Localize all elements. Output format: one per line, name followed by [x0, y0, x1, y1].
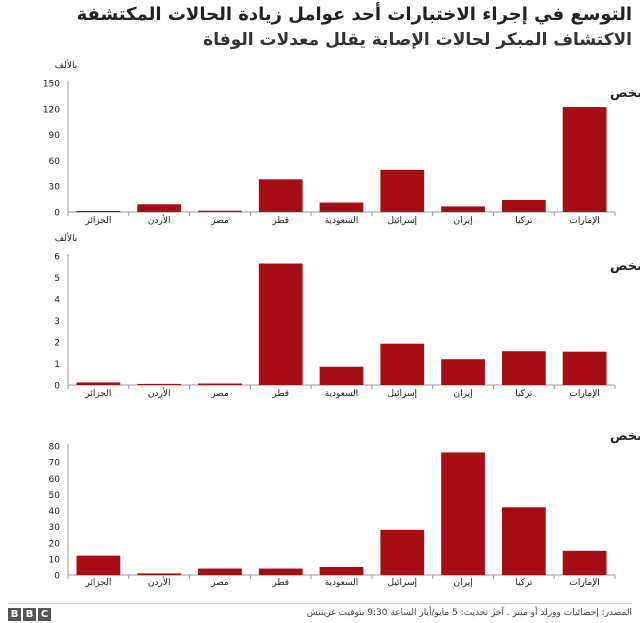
bar: [76, 382, 121, 385]
y-tick-label: 4: [54, 296, 60, 306]
category-label: الإمارات: [569, 578, 600, 588]
y-tick-label: 60: [49, 157, 61, 167]
category-label: إسرائيل: [388, 389, 418, 399]
category-label: الجزائر: [84, 389, 111, 399]
category-label: السعودية: [325, 578, 359, 588]
category-label: إيران: [454, 578, 473, 588]
bar: [137, 204, 182, 212]
y-tick-label: 6: [54, 253, 60, 263]
bar: [258, 263, 303, 385]
bar: [501, 199, 546, 212]
bar: [441, 206, 485, 212]
y-tick-label: 0: [54, 382, 60, 392]
source-note: المصدر: إحصائيات وورلد أو ميتر . آخر تحد…: [306, 608, 632, 618]
bar: [76, 555, 121, 575]
bar: [441, 359, 485, 385]
y-tick-label: 1: [54, 360, 60, 370]
y-tick-label: 40: [49, 507, 61, 517]
category-label: قطر: [271, 216, 289, 226]
y-tick-label: 30: [49, 523, 61, 533]
category-label: تركيا: [515, 389, 533, 399]
bbc-logo-letter: B: [23, 608, 36, 621]
y-tick-label: 120: [43, 105, 60, 115]
category-label: الجزائر: [84, 578, 111, 588]
y-tick-label: 80: [49, 443, 61, 453]
bar: [319, 202, 364, 212]
panel-title: معدل الإصابات بين كل مليون شخص: [610, 259, 640, 274]
bar: [319, 366, 364, 385]
category-label: الأردن: [148, 214, 171, 226]
y-tick-label: 90: [49, 131, 61, 141]
bar: [319, 566, 364, 575]
bbc-logo: B B C: [8, 608, 51, 621]
bar: [198, 210, 242, 212]
bar: [380, 343, 425, 385]
category-label: الإمارات: [569, 216, 600, 226]
category-label: الأردن: [148, 387, 171, 399]
category-label: السعودية: [325, 216, 359, 226]
y-tick-label: 3: [54, 317, 60, 327]
panel-title: معدل الاختبارات بين كل مليون شخص: [610, 86, 640, 101]
unit-label: بالألف: [55, 232, 77, 244]
bbc-logo-letter: C: [38, 608, 51, 621]
category-label: الإمارات: [569, 389, 600, 399]
bar: [441, 452, 485, 575]
category-label: إيران: [454, 216, 473, 226]
y-tick-label: 0: [54, 572, 60, 582]
category-label: إسرائيل: [388, 216, 418, 226]
bar: [501, 507, 546, 575]
bar: [562, 550, 607, 575]
chart-title: التوسع في إجراء الاختبارات أحد عوامل زيا…: [76, 4, 632, 25]
y-tick-label: 20: [49, 539, 61, 549]
category-label: مصر: [210, 389, 229, 399]
y-tick-label: 150: [43, 80, 60, 90]
footer-divider: [8, 603, 632, 604]
chart-subtitle: الاكتشاف المبكر لحالات الإصابة يقلل معدل…: [203, 30, 632, 50]
y-tick-label: 2: [54, 339, 60, 349]
bar: [562, 107, 607, 212]
y-tick-label: 10: [49, 555, 61, 565]
bar: [198, 383, 242, 385]
unit-label: بالألف: [55, 59, 77, 71]
y-tick-label: 5: [54, 274, 60, 284]
bar: [380, 169, 425, 212]
bar: [258, 179, 303, 212]
bbc-logo-letter: B: [8, 608, 21, 621]
category-label: الجزائر: [84, 216, 111, 226]
bar: [562, 351, 607, 385]
y-tick-label: 0: [54, 209, 60, 219]
category-label: تركيا: [515, 216, 533, 226]
bar: [198, 568, 242, 575]
bar: [501, 351, 546, 385]
category-label: إسرائيل: [388, 578, 418, 588]
category-label: مصر: [210, 578, 229, 588]
category-label: الأردن: [148, 576, 171, 588]
bar: [137, 573, 182, 575]
category-label: مصر: [210, 216, 229, 226]
y-tick-label: 60: [49, 475, 61, 485]
category-label: تركيا: [515, 578, 533, 588]
category-label: السعودية: [325, 389, 359, 399]
category-label: إيران: [454, 389, 473, 399]
y-tick-label: 70: [49, 459, 61, 469]
panel-title: معدل الوفيات بين كل مليون شخص: [610, 429, 640, 444]
category-label: قطر: [271, 389, 289, 399]
bar: [137, 383, 182, 385]
bar: [380, 529, 425, 575]
bar: [76, 211, 121, 212]
category-label: قطر: [271, 578, 289, 588]
y-tick-label: 50: [49, 491, 61, 501]
bar: [258, 568, 303, 575]
y-tick-label: 30: [49, 183, 61, 193]
